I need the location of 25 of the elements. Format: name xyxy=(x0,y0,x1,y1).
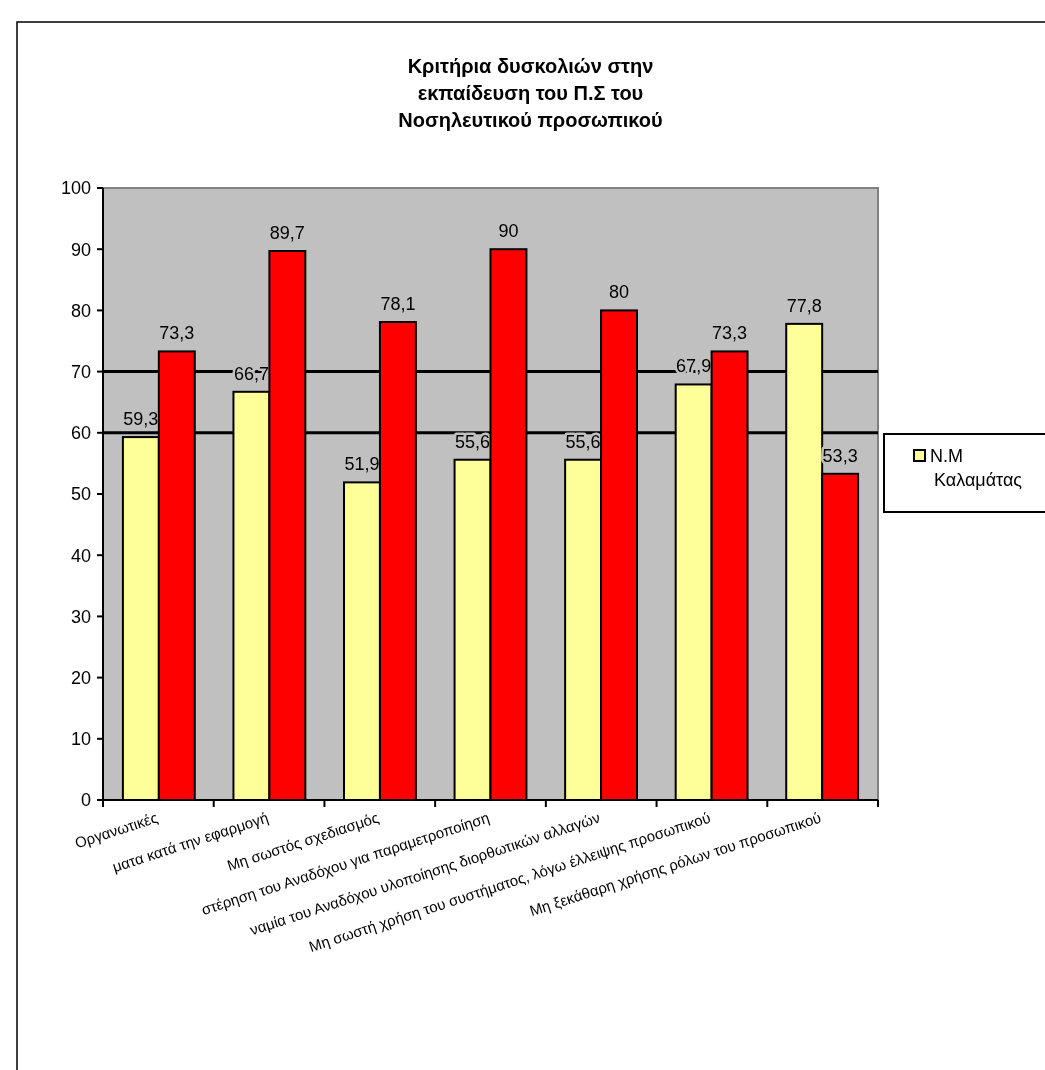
data-label: 73,3 xyxy=(712,323,748,344)
y-tick-label: 90 xyxy=(70,239,91,260)
y-tick-label: 40 xyxy=(70,545,91,566)
data-label: 89,7 xyxy=(269,223,305,244)
legend-label: N.M Καλαμάτας xyxy=(930,446,1023,490)
data-label: 55,6 xyxy=(455,431,491,452)
data-label: 55,6 xyxy=(565,431,601,452)
chart-title: Κριτήρια δυσκολιών στην εκπαίδευση του Π.Σ του Νοσηλευτικού προσωπικού xyxy=(398,55,663,131)
y-tick-label: 10 xyxy=(70,729,91,750)
data-label: 59,3 xyxy=(123,409,159,430)
data-label: 78,1 xyxy=(380,294,416,315)
data-label: 53,3 xyxy=(822,445,858,466)
data-label: 90 xyxy=(498,221,519,242)
y-tick-label: 80 xyxy=(70,300,91,321)
data-label: 73,3 xyxy=(159,323,195,344)
y-tick-label: 100 xyxy=(60,178,91,199)
y-tick-label: 60 xyxy=(70,423,91,444)
y-tick-label: 0 xyxy=(80,790,91,811)
data-label: 77,8 xyxy=(786,295,822,316)
y-tick-label: 30 xyxy=(70,606,91,627)
y-tick-label: 70 xyxy=(70,361,91,382)
y-tick-label: 50 xyxy=(70,484,91,505)
y-tick-label: 20 xyxy=(70,667,91,688)
data-label: 80 xyxy=(609,282,630,303)
data-label: 51,9 xyxy=(344,454,380,475)
